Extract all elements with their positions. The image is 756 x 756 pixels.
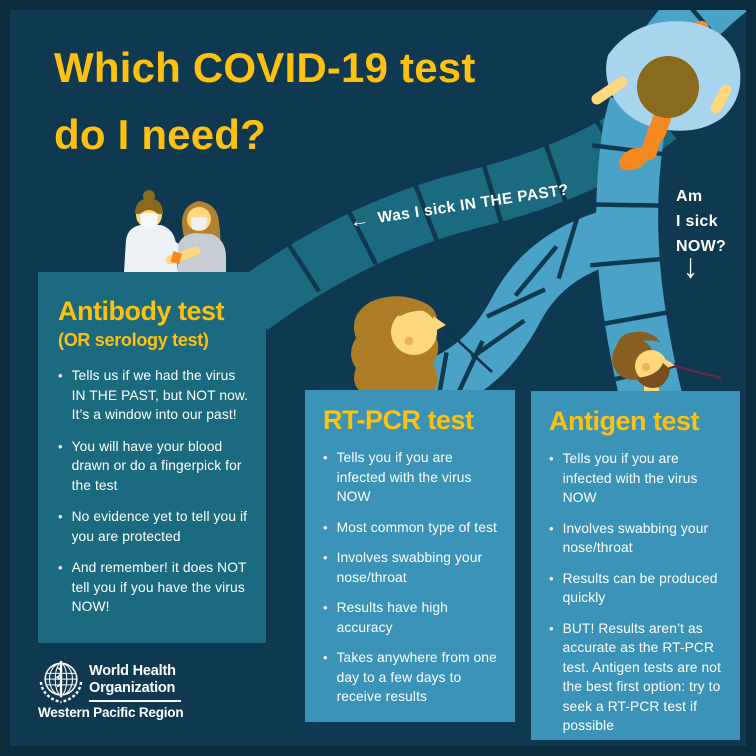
person-walking-on-path-icon (591, 20, 741, 171)
bullet-item: • And remember! it does NOT tell you if … (58, 558, 252, 617)
page-title: Which COVID-19 test do I need? (54, 34, 476, 168)
panel-rtpcr-test: RT-PCR test • Tells you if you are infec… (305, 390, 515, 722)
bullet-text: Results can be produced quickly (562, 570, 718, 606)
bullet-item: • Involves swabbing your nose/throat (549, 519, 728, 558)
page-title-line1: Which COVID-19 test (54, 44, 476, 91)
bullet-text: You will have your blood drawn or do a f… (71, 438, 242, 493)
bullet-item: • BUT! Results aren’t as accurate as the… (549, 619, 728, 736)
bullet-item: • You will have your blood drawn or do a… (58, 437, 252, 496)
bullet-item: • Results can be produced quickly (549, 569, 728, 608)
who-org-line2: Organization (89, 679, 176, 696)
bullet-dot: • (323, 519, 328, 535)
who-region-name: Western Pacific Region (38, 705, 184, 720)
panel-title: Antigen test (549, 406, 700, 436)
blood-draw-scene-icon (124, 190, 226, 272)
nasal-swab-woman-icon (351, 296, 493, 393)
bullet-item: • Most common type of test (323, 518, 503, 538)
now-question-line2: I sick (676, 213, 718, 230)
bullet-dot: • (549, 451, 554, 466)
panel-title: RT-PCR test (323, 405, 474, 435)
bullet-dot: • (58, 560, 63, 575)
bullet-text: Takes anywhere from one day to a few day… (336, 650, 497, 704)
bullet-item: • Tells us if we had the virus IN THE PA… (58, 366, 252, 425)
bullet-dot: • (549, 620, 554, 636)
who-logo-divider (89, 700, 181, 702)
bullet-dot: • (549, 520, 554, 536)
panel-antigen-test: Antigen test • Tells you if you are infe… (531, 391, 740, 740)
bullet-text: And remember! it does NOT tell you if yo… (71, 560, 247, 614)
who-org-name: World Health Organization (89, 663, 176, 696)
bullet-text: Involves swabbing your nose/throat (336, 550, 483, 585)
now-question-line1: Am (676, 188, 703, 205)
bullet-text: BUT! Results aren’t as accurate as the R… (562, 620, 721, 734)
bullet-text: Tells you if you are infected with the v… (336, 450, 472, 504)
nasal-swab-man-icon (612, 331, 722, 398)
bullet-item: • No evidence yet to tell you if you are… (58, 507, 252, 546)
bullet-dot: • (323, 650, 328, 665)
bullet-text: Involves swabbing your nose/throat (562, 520, 709, 556)
left-arrow-icon: ← (348, 209, 371, 233)
bullet-text: Most common type of test (336, 519, 497, 535)
page-title-line2: do I need? (54, 111, 266, 158)
bullet-dot: • (323, 450, 328, 465)
now-question-label: Am I sick NOW? (676, 184, 726, 259)
bullet-item: • Tells you if you are infected with the… (323, 448, 503, 507)
who-emblem-icon (39, 660, 83, 704)
who-org-line1: World Health (89, 663, 176, 679)
bullet-text: No evidence yet to tell you if you are p… (71, 509, 248, 544)
bullet-item: • Tells you if you are infected with the… (549, 449, 728, 508)
bullet-text: Results have high accuracy (336, 600, 448, 635)
bullet-item: • Involves swabbing your nose/throat (323, 548, 503, 587)
bullet-dot: • (323, 600, 328, 615)
bullet-dot: • (549, 570, 554, 586)
down-arrow-icon: ↓ (683, 247, 698, 286)
bullet-list: • Tells us if we had the virus IN THE PA… (58, 366, 252, 617)
bullet-dot: • (58, 368, 63, 383)
bullet-dot: • (58, 509, 63, 524)
bullet-list: • Tells you if you are infected with the… (323, 448, 503, 707)
bullet-list: • Tells you if you are infected with the… (549, 449, 728, 736)
bullet-dot: • (58, 438, 63, 454)
bullet-item: • Takes anywhere from one day to a few d… (323, 648, 503, 707)
panel-title: Antibody test (58, 296, 225, 326)
now-question-line3: NOW? (676, 238, 727, 255)
bullet-text: Tells us if we had the virus IN THE PAST… (71, 368, 249, 422)
bullet-text: Tells you if you are infected with the v… (562, 451, 698, 505)
bullet-dot: • (323, 550, 328, 565)
panel-antibody-test: Antibody test (OR serology test) • Tells… (38, 272, 266, 643)
panel-subtitle: (OR serology test) (58, 330, 209, 350)
bullet-item: • Results have high accuracy (323, 598, 503, 637)
who-logo: World Health Organization Western Pacifi… (38, 658, 248, 730)
